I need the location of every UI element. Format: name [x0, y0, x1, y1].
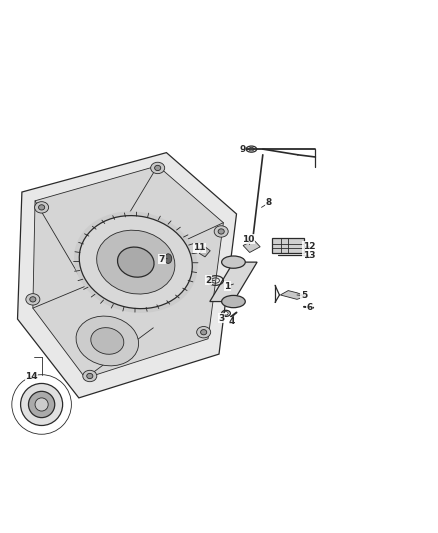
Ellipse shape	[165, 254, 172, 263]
Ellipse shape	[39, 205, 45, 210]
Ellipse shape	[97, 230, 175, 294]
Ellipse shape	[197, 327, 211, 338]
Text: 10: 10	[242, 235, 254, 244]
Ellipse shape	[218, 229, 224, 234]
Ellipse shape	[76, 316, 138, 366]
Text: 14: 14	[25, 373, 38, 382]
Polygon shape	[272, 238, 304, 253]
Ellipse shape	[35, 398, 48, 411]
Ellipse shape	[74, 212, 198, 313]
Ellipse shape	[26, 294, 40, 305]
Text: 9: 9	[239, 144, 245, 154]
Ellipse shape	[222, 295, 245, 308]
Text: 1: 1	[224, 282, 230, 290]
Ellipse shape	[214, 226, 228, 237]
Text: 4: 4	[228, 317, 234, 326]
Polygon shape	[280, 290, 307, 300]
Ellipse shape	[21, 383, 63, 425]
Polygon shape	[199, 247, 210, 257]
Text: 8: 8	[265, 198, 272, 207]
Ellipse shape	[201, 329, 207, 335]
Text: 5: 5	[301, 292, 307, 301]
Ellipse shape	[91, 328, 124, 354]
Ellipse shape	[87, 374, 93, 378]
Text: 7: 7	[159, 255, 165, 263]
Text: 13: 13	[303, 252, 315, 261]
Text: 6: 6	[306, 303, 312, 312]
Text: 2: 2	[205, 276, 212, 285]
Ellipse shape	[30, 297, 36, 302]
Ellipse shape	[117, 247, 154, 277]
Polygon shape	[33, 166, 223, 378]
Ellipse shape	[83, 370, 97, 382]
Text: 12: 12	[303, 242, 315, 251]
Text: 11: 11	[193, 243, 205, 252]
Ellipse shape	[35, 201, 49, 213]
Ellipse shape	[151, 162, 165, 174]
Ellipse shape	[155, 165, 161, 171]
Text: 3: 3	[219, 314, 225, 322]
Ellipse shape	[222, 256, 245, 268]
Polygon shape	[18, 152, 237, 398]
Polygon shape	[210, 262, 257, 302]
Ellipse shape	[28, 391, 55, 418]
Ellipse shape	[79, 216, 192, 309]
Polygon shape	[243, 240, 260, 253]
